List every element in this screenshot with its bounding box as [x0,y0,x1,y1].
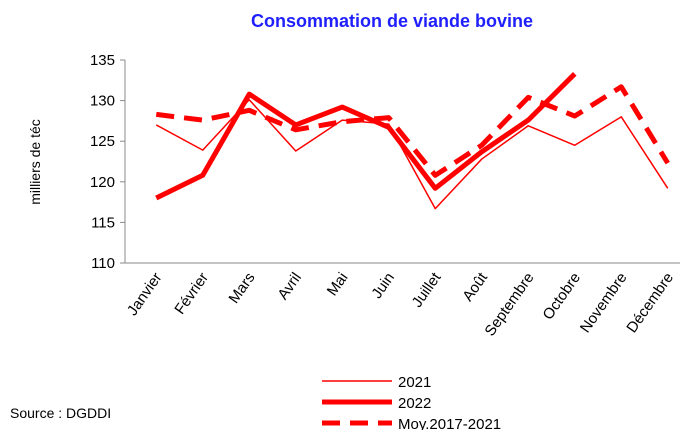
x-tick-label: Décembre [623,270,677,336]
y-tick-label: 130 [90,93,115,110]
source: Source : DGDDI [10,405,111,421]
x-tick-label: Avril [275,270,306,303]
x-tick-label: Juin [368,270,398,302]
y-axis-label: milliers de téc [27,119,43,205]
series-line [155,72,577,201]
y-tick-label: 120 [90,174,115,191]
x-tick-label: Février [171,270,212,318]
y-tick-label: 125 [90,133,115,150]
series-line [155,84,670,178]
legend-label: 2022 [398,395,431,412]
x-tick-label: Mai [324,270,352,300]
x-tick-label: Octobre [539,270,584,323]
x-tick-label: Janvier [124,270,166,319]
legend-label: Moy.2017-2021 [398,416,501,430]
chart-title: Consommation de viande bovine [251,11,533,31]
x-tick-label: Août [459,269,491,305]
y-tick-label: 115 [91,214,115,231]
y-tick-label: 110 [91,255,115,272]
legend-label: 2021 [398,374,431,391]
x-tick-label: Juillet [409,269,445,311]
x-tick-label: Mars [225,270,258,307]
y-tick-label: 135 [90,52,115,69]
